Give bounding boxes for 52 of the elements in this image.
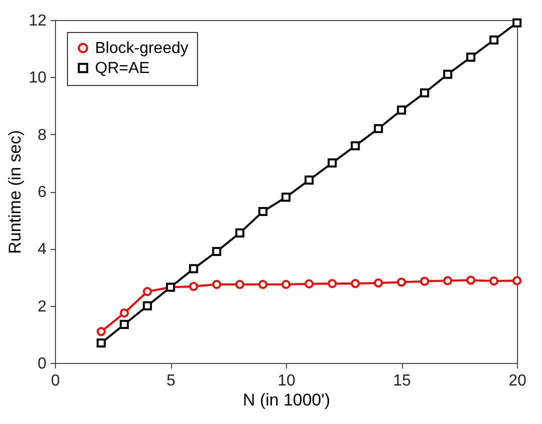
legend-label: Block-greedy	[95, 40, 188, 57]
point	[420, 88, 430, 98]
point	[142, 287, 152, 296]
point	[189, 264, 198, 274]
point	[466, 276, 476, 285]
point	[258, 280, 268, 289]
point	[212, 280, 222, 289]
point	[512, 18, 522, 28]
point	[396, 106, 406, 115]
y-tick-label: 4	[38, 241, 47, 258]
point	[258, 206, 268, 216]
point	[212, 246, 222, 256]
x-axis-title: N (in 1000')	[242, 390, 330, 410]
y-tick-label: 0	[38, 356, 47, 372]
point	[142, 301, 152, 310]
point	[328, 158, 337, 168]
x-tick-label: 5	[166, 372, 176, 390]
point	[420, 276, 430, 286]
point	[443, 276, 452, 286]
legend-label: QR=AE	[95, 60, 150, 77]
y-tick-label: 2	[38, 298, 47, 316]
point	[304, 279, 314, 288]
point	[281, 280, 291, 289]
point	[235, 280, 244, 289]
y-tick-label: 6	[38, 184, 47, 201]
point	[374, 278, 383, 288]
x-tick-label: 0	[51, 372, 60, 390]
x-tick-label: 15	[393, 372, 411, 390]
point	[396, 278, 406, 287]
x-tick-label: 10	[278, 372, 296, 390]
y-tick-label: 8	[38, 126, 47, 144]
point	[120, 320, 129, 329]
point	[512, 276, 522, 286]
y-tick-label: 12	[28, 12, 47, 30]
point	[96, 338, 106, 348]
point	[489, 276, 498, 286]
point	[96, 327, 106, 336]
point	[350, 141, 360, 150]
point	[466, 52, 476, 62]
point	[328, 279, 337, 288]
point	[350, 279, 360, 288]
y-tick-label: 10	[28, 70, 47, 87]
point	[281, 192, 291, 202]
point	[374, 124, 383, 134]
point	[235, 228, 244, 238]
point	[189, 282, 198, 291]
x-tick-label: 20	[508, 372, 526, 390]
point	[489, 35, 498, 45]
point	[304, 176, 314, 185]
point	[443, 70, 452, 79]
y-axis-title: Runtime (in sec)	[6, 130, 25, 254]
point	[120, 308, 129, 318]
